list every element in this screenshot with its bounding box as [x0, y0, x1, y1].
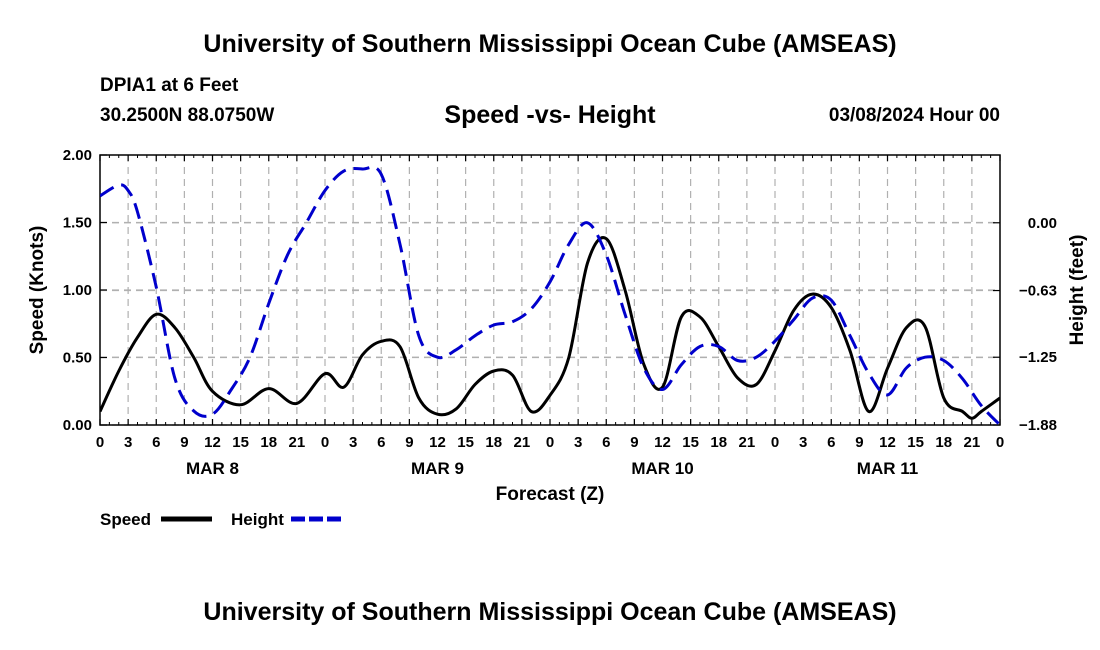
y-tick-label: 1.00 — [63, 282, 92, 299]
x-tick-label: 18 — [485, 434, 502, 451]
speed-series-line — [100, 236, 1000, 420]
y2-tick-label: −1.25 — [1019, 349, 1057, 366]
x-tick-label: 3 — [574, 434, 582, 451]
x-tick-label: 0 — [771, 434, 779, 451]
x-tick-label: 18 — [260, 434, 277, 451]
x-tick-label: 3 — [124, 434, 132, 451]
chart-subtitle: Speed -vs- Height — [444, 101, 656, 129]
x-tick-label: 0 — [321, 434, 329, 451]
x-tick-label: 3 — [349, 434, 357, 451]
day-label: MAR 10 — [631, 459, 693, 478]
y2-tick-label: −1.88 — [1019, 417, 1057, 434]
forecast-datetime: 03/08/2024 Hour 00 — [828, 105, 1000, 126]
x-tick-label: 9 — [405, 434, 413, 451]
x-tick-label: 15 — [457, 434, 474, 451]
x-tick-label: 6 — [377, 434, 385, 451]
x-tick-label: 6 — [152, 434, 160, 451]
x-tick-label: 21 — [964, 434, 981, 451]
x-tick-label: 0 — [546, 434, 554, 451]
x-tick-label: 12 — [204, 434, 221, 451]
height-series-line — [100, 165, 1000, 425]
legend-label-speed: Speed — [100, 510, 151, 529]
chart-title-top: University of Southern Mississippi Ocean… — [203, 30, 897, 58]
y-tick-label: 0.00 — [63, 417, 92, 434]
x-tick-label: 18 — [710, 434, 727, 451]
x-tick-label: 9 — [855, 434, 863, 451]
chart-title-bottom: University of Southern Mississippi Ocean… — [203, 598, 897, 626]
x-tick-label: 12 — [879, 434, 896, 451]
x-tick-label: 12 — [654, 434, 671, 451]
x-tick-label: 9 — [630, 434, 638, 451]
x-tick-label: 15 — [907, 434, 924, 451]
y-tick-label: 2.00 — [63, 147, 92, 164]
x-tick-label: 6 — [602, 434, 610, 451]
y2-axis-label: Height (feet) — [1067, 235, 1088, 346]
x-tick-label: 0 — [996, 434, 1004, 451]
x-tick-label: 21 — [739, 434, 756, 451]
x-tick-label: 9 — [180, 434, 188, 451]
x-axis-label: Forecast (Z) — [496, 484, 605, 505]
x-tick-label: 18 — [935, 434, 952, 451]
station-label: DPIA1 at 6 Feet — [100, 75, 239, 96]
x-tick-label: 6 — [827, 434, 835, 451]
x-tick-label: 0 — [96, 434, 104, 451]
x-tick-label: 21 — [514, 434, 531, 451]
day-label: MAR 11 — [857, 459, 918, 478]
y2-tick-label: −0.63 — [1019, 283, 1057, 300]
x-tick-label: 21 — [289, 434, 306, 451]
coordinates-label: 30.2500N 88.0750W — [100, 105, 275, 126]
x-tick-label: 3 — [799, 434, 807, 451]
day-label: MAR 9 — [411, 459, 464, 478]
x-tick-label: 15 — [682, 434, 699, 451]
day-label: MAR 8 — [186, 459, 239, 478]
legend-label-height: Height — [231, 510, 284, 529]
y2-tick-label: 0.00 — [1028, 215, 1057, 232]
y-axis-label: Speed (Knots) — [27, 226, 48, 355]
x-tick-label: 15 — [232, 434, 249, 451]
y-tick-label: 1.50 — [63, 215, 92, 232]
x-tick-label: 12 — [429, 434, 446, 451]
y-tick-label: 0.50 — [63, 350, 92, 367]
